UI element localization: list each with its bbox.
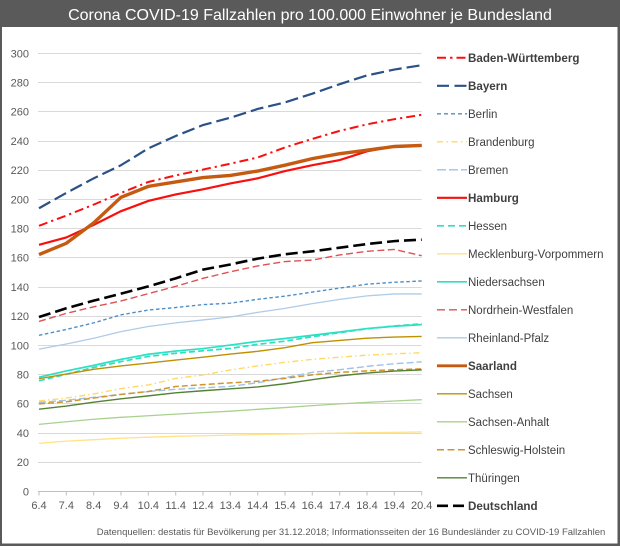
svg-text:280: 280 (11, 78, 29, 90)
svg-text:Hamburg: Hamburg (468, 192, 519, 205)
svg-text:140: 140 (11, 282, 29, 294)
svg-text:80: 80 (17, 370, 29, 382)
svg-text:18.4: 18.4 (356, 500, 377, 512)
svg-text:300: 300 (11, 48, 29, 60)
svg-text:14.4: 14.4 (247, 500, 268, 512)
svg-text:Sachsen: Sachsen (468, 389, 513, 401)
svg-text:8.4: 8.4 (86, 500, 101, 512)
svg-text:16.4: 16.4 (302, 500, 323, 512)
svg-text:15.4: 15.4 (274, 500, 295, 512)
svg-text:Nordrhein-Westfalen: Nordrhein-Westfalen (468, 305, 573, 317)
svg-text:20.4: 20.4 (411, 500, 432, 512)
svg-text:17.4: 17.4 (329, 500, 350, 512)
svg-text:12.4: 12.4 (192, 500, 213, 512)
svg-text:120: 120 (11, 311, 29, 323)
svg-text:Baden-Württemberg: Baden-Württemberg (468, 52, 579, 65)
svg-text:240: 240 (11, 136, 29, 148)
svg-text:Corona COVID-19 Fallzahlen pro: Corona COVID-19 Fallzahlen pro 100.000 E… (68, 7, 552, 24)
svg-text:Brandenburg: Brandenburg (468, 137, 535, 149)
svg-text:Berlin: Berlin (468, 109, 497, 121)
svg-text:Mecklenburg-Vorpommern: Mecklenburg-Vorpommern (468, 249, 604, 261)
svg-text:200: 200 (11, 194, 29, 206)
svg-text:Deutschland: Deutschland (468, 500, 538, 513)
svg-text:6.4: 6.4 (31, 500, 46, 512)
svg-text:20: 20 (17, 457, 29, 469)
svg-text:7.4: 7.4 (59, 500, 74, 512)
svg-text:Hessen: Hessen (468, 221, 507, 233)
svg-text:9.4: 9.4 (113, 500, 128, 512)
svg-text:260: 260 (11, 107, 29, 119)
svg-text:100: 100 (11, 340, 29, 352)
svg-text:Saarland: Saarland (468, 360, 517, 373)
svg-text:Bremen: Bremen (468, 165, 508, 177)
svg-text:11.4: 11.4 (165, 500, 186, 512)
svg-text:60: 60 (17, 399, 29, 411)
svg-text:40: 40 (17, 428, 29, 440)
svg-text:0: 0 (23, 486, 29, 498)
svg-text:Niedersachsen: Niedersachsen (468, 277, 545, 289)
svg-text:Schleswig-Holstein: Schleswig-Holstein (468, 445, 565, 457)
svg-text:13.4: 13.4 (220, 500, 241, 512)
svg-text:160: 160 (11, 253, 29, 265)
svg-text:Datenquellen: destatis für Bev: Datenquellen: destatis für Bevölkerung p… (97, 527, 606, 538)
svg-text:Bayern: Bayern (468, 80, 507, 93)
svg-text:Rheinland-Pfalz: Rheinland-Pfalz (468, 333, 549, 345)
svg-text:10.4: 10.4 (138, 500, 159, 512)
svg-text:Thüringen: Thüringen (468, 473, 520, 485)
svg-text:180: 180 (11, 224, 29, 236)
svg-text:Sachsen-Anhalt: Sachsen-Anhalt (468, 417, 550, 429)
svg-text:220: 220 (11, 165, 29, 177)
svg-text:19.4: 19.4 (384, 500, 405, 512)
